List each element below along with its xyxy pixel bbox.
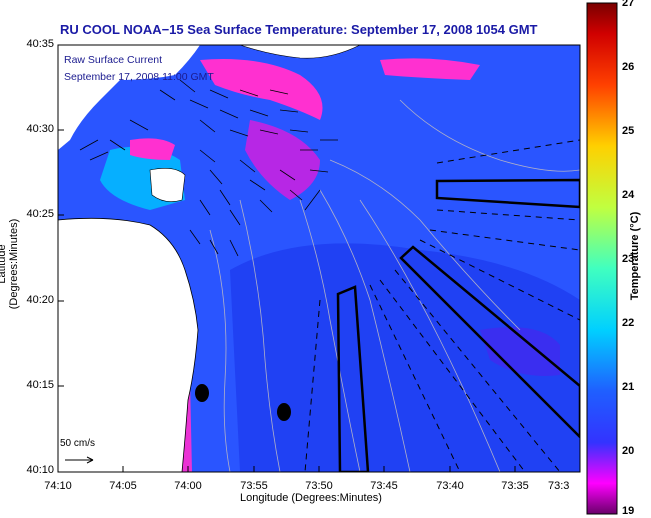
- scale-arrow: [65, 456, 94, 464]
- axis-ticks: [57, 44, 516, 473]
- purple-water-patch: [480, 327, 560, 376]
- ytick-label: 40:20: [26, 294, 54, 306]
- ytick-label: 40:25: [26, 208, 54, 220]
- land-sandy-hook: [149, 168, 186, 202]
- current-label-line2: September 17, 2008 11:00 GMT: [64, 71, 214, 83]
- colorbar-title: Temperature (°C): [629, 211, 641, 301]
- colorbar-tick: 26: [622, 61, 635, 73]
- xtick-label: 73:35: [501, 480, 529, 492]
- radar-sectors: [304, 139, 580, 472]
- ytick-label: 40:15: [26, 379, 54, 391]
- ytick-label: 40:30: [26, 123, 54, 135]
- xtick-label: 73:3: [548, 480, 570, 492]
- map-area: [58, 45, 580, 472]
- xtick-label: 74:00: [174, 480, 202, 492]
- ytick-label: 40:10: [26, 464, 54, 476]
- radar-station-1: [195, 384, 209, 402]
- ytick-label: 40:35: [26, 38, 54, 50]
- land-long-island: [239, 45, 361, 59]
- colorbar-tick: 20: [622, 445, 635, 457]
- colorbar-tick: 23: [622, 253, 635, 265]
- warm-water-patch-center: [245, 120, 320, 200]
- xtick-label: 73:50: [305, 480, 333, 492]
- colorbar-tick: 22: [622, 317, 635, 329]
- colorbar-tick: 24: [622, 189, 635, 201]
- colorbar: [586, 2, 618, 515]
- bathymetry-contours: [209, 99, 580, 472]
- land-new-jersey: [58, 217, 199, 472]
- current-vectors: [79, 79, 338, 257]
- warm-water-patch-east: [380, 58, 480, 80]
- x-axis-title: Longitude (Degrees:Minutes): [240, 492, 382, 504]
- map-title: RU COOL NOAA−15 Sea Surface Temperature:…: [60, 22, 538, 37]
- colorbar-tick: 19: [622, 505, 635, 517]
- current-label-line1: Raw Surface Current: [64, 54, 163, 66]
- xtick-label: 74:05: [109, 480, 137, 492]
- radar-station-2: [277, 403, 291, 421]
- xtick-label: 73:45: [370, 480, 398, 492]
- xtick-label: 73:55: [240, 480, 268, 492]
- xtick-label: 73:40: [436, 480, 464, 492]
- colorbar-tick: 27: [622, 0, 635, 9]
- warm-water-patch-north: [200, 59, 323, 120]
- warm-water-patch-bay: [130, 138, 175, 160]
- y-axis-title: Latitude (Degrees:Minutes): [0, 218, 20, 310]
- xtick-label: 74:10: [44, 480, 72, 492]
- colorbar-tick: 25: [622, 125, 635, 137]
- land-north: [58, 45, 200, 150]
- scale-label: 50 cm/s: [60, 438, 96, 449]
- colorbar-tick: 21: [622, 381, 635, 393]
